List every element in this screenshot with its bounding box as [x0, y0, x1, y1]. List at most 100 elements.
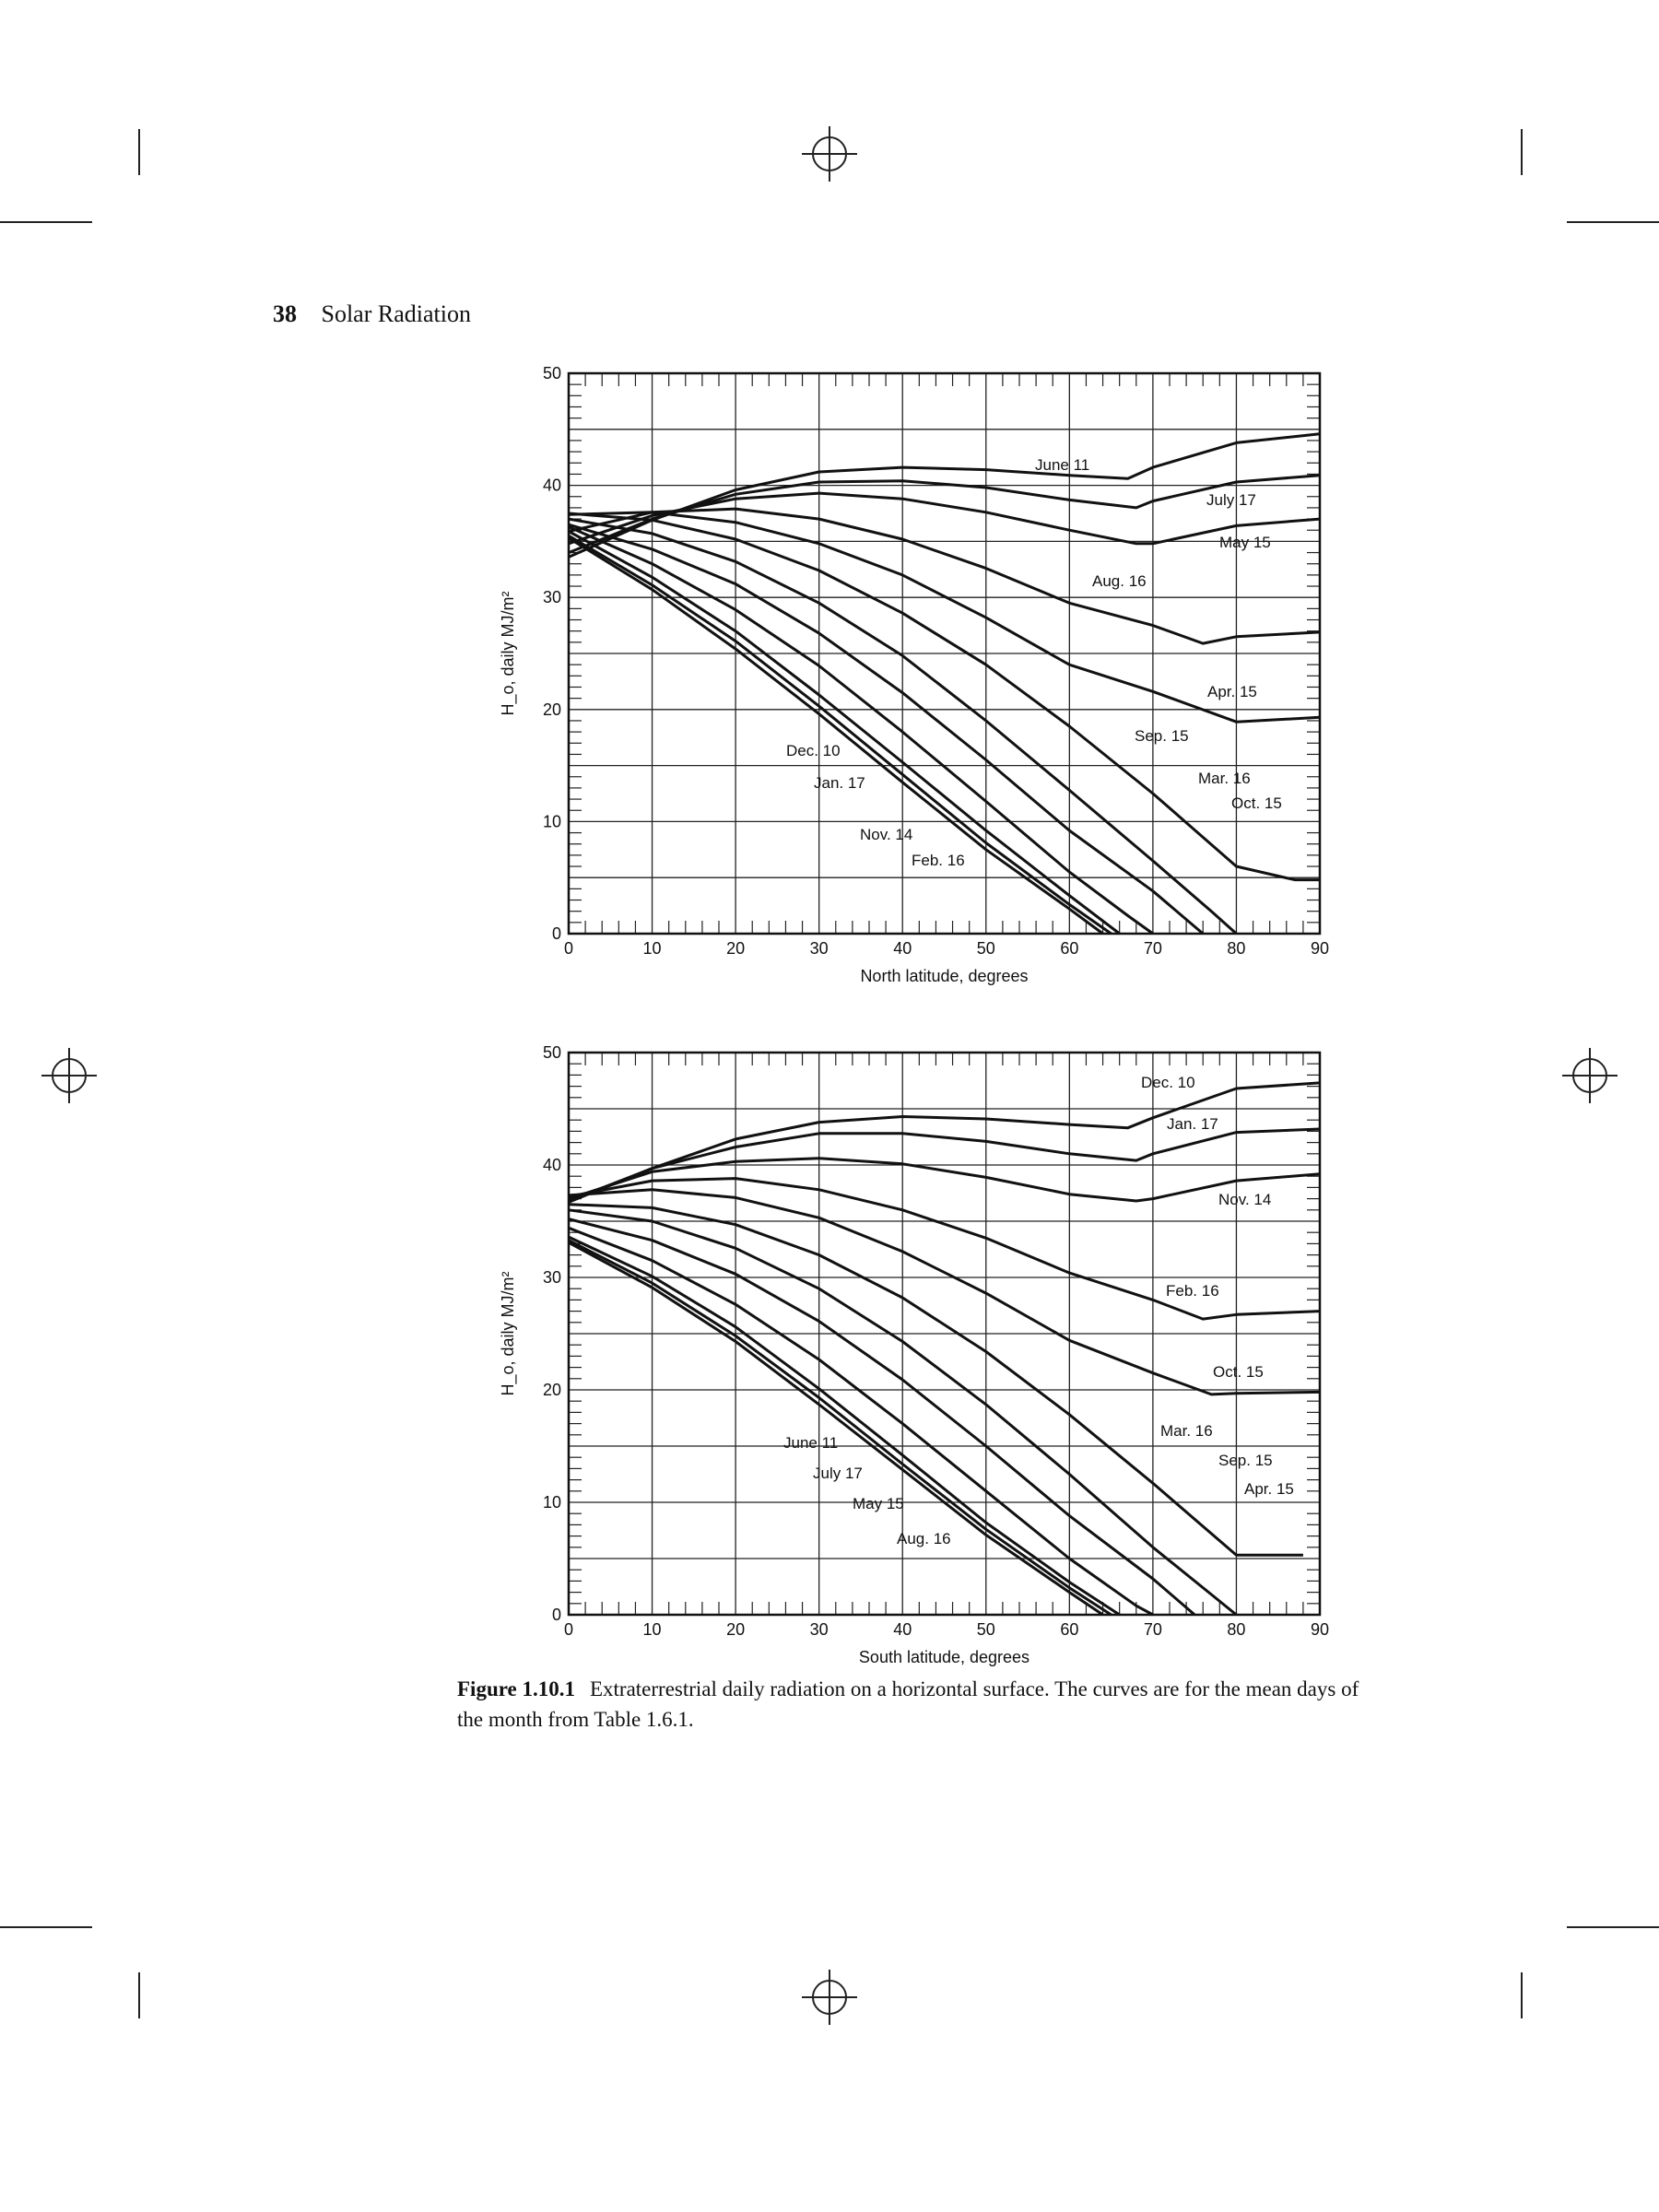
crop-mark — [138, 1972, 140, 2018]
plot-frame — [567, 371, 1322, 935]
x-tick-label: 20 — [726, 1620, 745, 1639]
series-label: Apr. 15 — [1244, 1480, 1294, 1498]
x-tick-label: 80 — [1227, 939, 1245, 958]
x-tick-label: 60 — [1060, 939, 1078, 958]
x-tick-label: 30 — [810, 1620, 829, 1639]
x-tick-label: 40 — [893, 1620, 912, 1639]
y-tick-label: 10 — [543, 1493, 561, 1512]
series-label: Aug. 16 — [897, 1530, 951, 1547]
x-tick-label: 70 — [1144, 1620, 1162, 1639]
series-line — [568, 1157, 1321, 1203]
x-tick-label: 70 — [1144, 939, 1162, 958]
series-line — [568, 474, 1321, 554]
series-label: May 15 — [853, 1495, 904, 1512]
minor-ticks — [569, 373, 1320, 934]
x-tick-label: 90 — [1311, 1620, 1329, 1639]
crop-mark — [0, 1926, 92, 1928]
minor-ticks — [569, 1053, 1320, 1615]
series-line — [568, 1235, 1121, 1617]
south-latitude-chart: 0 10 20 30 40 50 60 70 80 90 0 10 20 30 40 50 South lati… — [499, 1043, 1329, 1666]
series-line — [568, 512, 1320, 882]
series-label: Oct. 15 — [1231, 794, 1282, 812]
series-label: Sep. 15 — [1135, 727, 1189, 745]
series-label: Dec. 10 — [1141, 1074, 1195, 1091]
x-tick-label: 10 — [643, 1620, 662, 1639]
running-title: Solar Radiation — [321, 300, 471, 327]
figure-label: Figure 1.10.1 — [457, 1677, 575, 1700]
series-label: June 11 — [1035, 456, 1089, 474]
series-label: Jan. 17 — [814, 774, 865, 792]
series-line — [568, 523, 1205, 935]
x-tick-label: 40 — [893, 939, 912, 958]
series-line — [568, 507, 1321, 645]
y-tick-label: 40 — [543, 1156, 561, 1174]
series-label: Aug. 16 — [1092, 572, 1147, 590]
y-tick-label: 0 — [552, 924, 561, 943]
crop-mark — [1567, 221, 1659, 223]
x-tick-label: 50 — [977, 1620, 995, 1639]
series-line — [568, 1241, 1104, 1617]
page-number: 38 — [273, 300, 297, 327]
y-tick-label: 0 — [552, 1606, 561, 1624]
series-label: Feb. 16 — [912, 852, 965, 869]
series-line — [568, 525, 1154, 935]
series-label: Nov. 14 — [1218, 1191, 1271, 1208]
series-label: Mar. 16 — [1160, 1422, 1213, 1440]
series-label: May 15 — [1219, 534, 1271, 551]
running-header: 38 Solar Radiation — [273, 300, 471, 328]
series-label: July 17 — [1206, 491, 1256, 509]
y-axis-label: H_o, daily MJ/m² — [499, 1271, 518, 1395]
x-tick-label: 10 — [643, 939, 662, 958]
series-label: Mar. 16 — [1198, 770, 1251, 787]
series-label: Apr. 15 — [1207, 683, 1257, 700]
series-label: Sep. 15 — [1218, 1452, 1273, 1469]
series-line — [568, 432, 1321, 559]
series-label: Feb. 16 — [1166, 1282, 1219, 1300]
north-latitude-chart: 0 10 20 30 40 50 60 70 80 90 0 10 20 30 40 50 North lati… — [499, 364, 1329, 985]
series-line — [568, 1188, 1321, 1396]
x-tick-label: 30 — [810, 939, 829, 958]
x-tick-label: 0 — [564, 939, 573, 958]
crop-mark — [1521, 1972, 1523, 2018]
y-tick-label: 50 — [543, 364, 561, 382]
y-tick-label: 30 — [543, 588, 561, 606]
crop-mark — [0, 221, 92, 223]
x-tick-label: 20 — [726, 939, 745, 958]
x-tick-label: 80 — [1227, 1620, 1245, 1639]
y-tick-label: 30 — [543, 1268, 561, 1287]
x-axis-label: South latitude, degrees — [859, 1648, 1030, 1666]
plot-frame — [567, 1051, 1322, 1617]
series-line — [568, 517, 1238, 935]
series-label: Oct. 15 — [1213, 1363, 1264, 1381]
series-line — [568, 511, 1321, 724]
y-tick-label: 50 — [543, 1043, 561, 1062]
x-axis-label: North latitude, degrees — [860, 967, 1028, 985]
series-line — [568, 1081, 1321, 1204]
series-line — [568, 1208, 1238, 1617]
figure-caption: Figure 1.10.1 Extraterrestrial daily radi… — [457, 1674, 1388, 1735]
y-tick-label: 20 — [543, 700, 561, 719]
series-label: July 17 — [813, 1465, 863, 1482]
caption-text: Extraterrestrial daily radiation on a ho… — [457, 1677, 1359, 1731]
series-line — [568, 1177, 1321, 1321]
series-line — [568, 535, 1112, 935]
y-axis-label: H_o, daily MJ/m² — [499, 591, 518, 715]
series-label: Nov. 14 — [860, 826, 912, 843]
series-line — [568, 530, 1121, 935]
crop-mark — [1567, 1926, 1659, 1928]
series-line — [568, 1226, 1154, 1617]
series-line — [568, 491, 1321, 546]
x-tick-label: 50 — [977, 939, 995, 958]
x-tick-label: 90 — [1311, 939, 1329, 958]
series-line — [568, 1218, 1196, 1617]
crop-mark — [138, 129, 140, 175]
series-label: Dec. 10 — [786, 742, 841, 759]
x-tick-label: 0 — [564, 1620, 573, 1639]
crop-mark — [1521, 129, 1523, 175]
y-tick-label: 40 — [543, 477, 561, 495]
series-label: Jan. 17 — [1167, 1115, 1218, 1133]
series-line — [568, 536, 1104, 935]
series-line — [568, 1203, 1303, 1557]
x-tick-label: 60 — [1060, 1620, 1078, 1639]
